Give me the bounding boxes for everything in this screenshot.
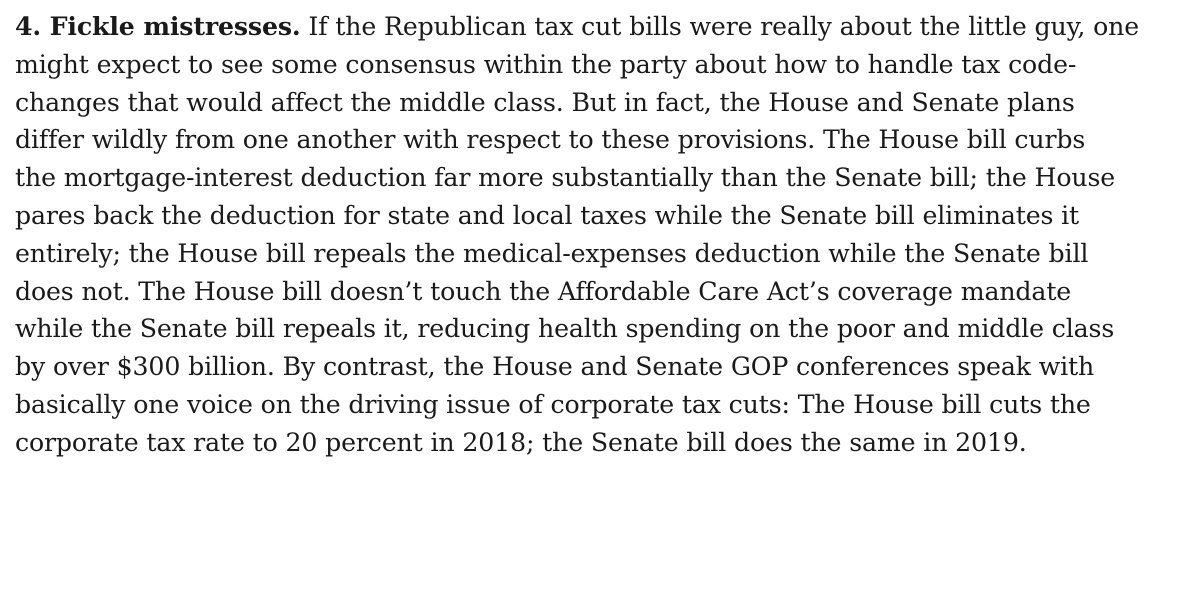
text-line-1: 4. Fickle mistresses. If the Republican …	[15, 8, 1187, 46]
text-line-8: does not. The House bill doesn’t touch t…	[15, 275, 1072, 306]
text-line-1-body: If the Republican tax cut bills were rea…	[300, 11, 1140, 41]
text-line-5: the mortgage-interest deduction far more…	[15, 162, 1116, 193]
text-line-6: pares back the deduction for state and l…	[15, 199, 1080, 230]
text-line-3: changes that would affect the middle cla…	[15, 86, 1075, 117]
text-line-10: by over $300 billion. By contrast, the H…	[15, 351, 1095, 382]
section-heading: 4. Fickle mistresses.	[15, 11, 301, 41]
paragraph: 4. Fickle mistresses. If the Republican …	[15, 8, 1195, 462]
text-line-2: might expect to see some consensus withi…	[15, 48, 1077, 79]
text-line-12: corporate tax rate to 20 percent in 2018…	[15, 426, 1027, 457]
text-line-7: entirely; the House bill repeals the med…	[15, 237, 1089, 268]
text-line-9: while the Senate bill repeals it, reduci…	[15, 313, 1115, 344]
text-line-11: basically one voice on the driving issue…	[15, 388, 1091, 419]
text-line-4: differ wildly from one another with resp…	[15, 124, 1086, 155]
article-body: 4. Fickle mistresses. If the Republican …	[15, 8, 1195, 462]
